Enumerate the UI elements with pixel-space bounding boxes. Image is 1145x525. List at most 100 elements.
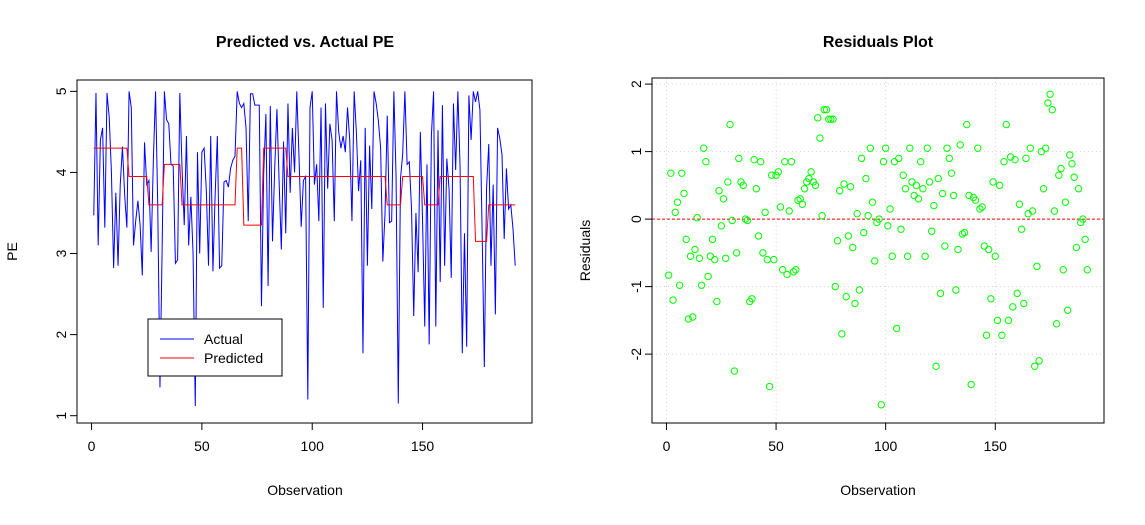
- point: [871, 257, 879, 265]
- point: [1046, 90, 1054, 98]
- point: [822, 106, 831, 114]
- chart-title: Residuals Plot: [823, 34, 934, 51]
- point: [919, 185, 927, 193]
- point: [1066, 151, 1074, 159]
- y-axis-label: PE: [4, 242, 20, 261]
- point: [789, 268, 798, 276]
- legend-label: Predicted: [204, 350, 263, 366]
- point: [1057, 164, 1065, 173]
- point: [965, 191, 973, 200]
- point: [770, 255, 778, 264]
- point: [710, 255, 719, 264]
- point: [728, 216, 736, 225]
- point: [761, 208, 769, 217]
- series-line: [93, 147, 516, 242]
- point: [914, 195, 923, 203]
- point: [1070, 173, 1078, 181]
- point: [906, 144, 914, 152]
- point: [691, 245, 699, 254]
- point: [833, 237, 842, 245]
- y-axis-label: Residuals: [577, 220, 593, 281]
- x-axis-label: Observation: [840, 482, 915, 498]
- point: [702, 158, 710, 166]
- series-line: [93, 91, 516, 406]
- point: [686, 252, 695, 260]
- point: [700, 144, 708, 152]
- point: [974, 144, 982, 152]
- point: [667, 169, 675, 177]
- point: [928, 227, 936, 235]
- point: [1031, 362, 1039, 370]
- point: [739, 181, 747, 190]
- point: [862, 174, 870, 183]
- point: [857, 154, 866, 163]
- point: [888, 252, 896, 260]
- point: [853, 210, 861, 218]
- point: [910, 191, 918, 200]
- point: [792, 266, 800, 274]
- point: [1011, 155, 1019, 164]
- point: [982, 331, 991, 339]
- point: [1033, 262, 1041, 271]
- x-axis-label: Observation: [267, 482, 342, 498]
- chart-title: Predicted vs. Actual PE: [216, 34, 394, 51]
- point: [719, 195, 728, 203]
- point: [1035, 357, 1043, 365]
- point: [689, 313, 697, 321]
- point: [838, 330, 846, 338]
- point: [765, 382, 774, 391]
- y-tick-label: 1: [53, 412, 69, 420]
- y-tick-label: -2: [628, 348, 644, 361]
- point: [1072, 243, 1081, 252]
- point: [816, 134, 824, 142]
- point: [971, 196, 980, 204]
- point: [1022, 154, 1030, 163]
- point: [921, 252, 929, 260]
- point: [886, 205, 894, 213]
- point: [754, 232, 763, 240]
- point: [776, 203, 785, 211]
- x-tick-label: 0: [88, 438, 96, 454]
- point: [717, 222, 725, 230]
- y-tick-label: -1: [628, 280, 644, 293]
- point: [671, 208, 679, 217]
- point: [1074, 185, 1083, 193]
- point: [1015, 200, 1024, 208]
- point: [1081, 235, 1089, 244]
- point: [1044, 99, 1052, 107]
- point: [984, 245, 993, 254]
- point: [1039, 185, 1048, 193]
- point: [726, 120, 734, 129]
- point: [860, 228, 868, 237]
- point: [783, 270, 791, 279]
- x-tick-label: 100: [301, 438, 325, 454]
- point: [1048, 106, 1056, 114]
- point: [934, 174, 942, 183]
- point: [818, 212, 826, 220]
- point: [1055, 171, 1063, 179]
- point: [849, 243, 857, 252]
- point: [814, 114, 822, 122]
- point: [980, 242, 989, 250]
- point: [1017, 225, 1026, 233]
- point: [884, 222, 892, 230]
- point: [1052, 320, 1061, 328]
- point: [1009, 303, 1017, 311]
- point: [963, 120, 971, 129]
- point: [1061, 198, 1070, 206]
- point: [824, 115, 833, 123]
- point: [1020, 299, 1028, 308]
- plot-frame: [651, 77, 1105, 424]
- y-tick-label: 5: [53, 87, 69, 95]
- point: [930, 201, 938, 210]
- point: [899, 171, 907, 179]
- point: [1063, 306, 1072, 314]
- point: [748, 295, 756, 303]
- point: [917, 158, 925, 166]
- point: [743, 216, 752, 225]
- point: [925, 178, 934, 186]
- point: [938, 189, 947, 198]
- point: [1041, 144, 1050, 152]
- point: [800, 185, 809, 193]
- point: [1068, 160, 1076, 168]
